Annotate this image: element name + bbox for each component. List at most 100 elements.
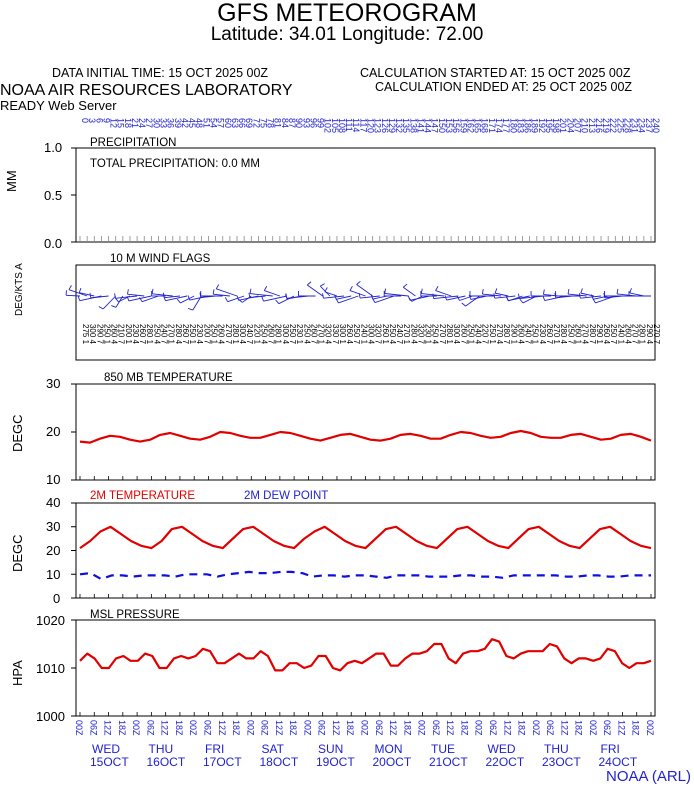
day-label-date: 19OCT <box>316 755 355 769</box>
wind-value-label: 260 4 <box>623 324 632 345</box>
hour-label-top: 84 <box>280 118 290 128</box>
hour-label-bottom: 00Z <box>645 720 655 736</box>
wind-barb <box>165 295 188 302</box>
wind-value-label: 290 7 <box>95 324 104 345</box>
hour-label-bottom: 12Z <box>103 720 113 736</box>
wind-barb-flag <box>481 289 484 295</box>
wind-value-label: 270 7 <box>438 324 447 345</box>
hour-label-top: 36 <box>166 118 176 128</box>
msl-title: MSL PRESSURE <box>90 609 180 621</box>
wind-barb-flag <box>407 295 411 301</box>
wind-barb <box>306 284 323 297</box>
wind-barb-flag <box>592 298 596 304</box>
wind-barb-flag <box>349 286 353 291</box>
wind-value-label: 250 7 <box>288 324 297 345</box>
wind-barb-flag <box>163 295 166 301</box>
wind-value-label: 240 7 <box>245 324 254 345</box>
wind-value-label: 250 1 <box>466 324 475 345</box>
wind-barb-flag <box>519 298 524 304</box>
wind-value-label: 240 7 <box>524 324 533 345</box>
hour-label-top: 12 <box>109 118 119 128</box>
wind-barb <box>402 286 416 297</box>
hour-label-top: 222 <box>608 118 618 133</box>
wind-value-label: 260 7 <box>138 324 147 345</box>
hour-label-top: 195 <box>544 118 554 133</box>
wind-barb <box>180 295 195 304</box>
wind-value-label: 200 7 <box>202 324 211 345</box>
wind-barb-flag <box>580 288 583 294</box>
wind-barb <box>263 295 288 302</box>
day-label-dow: WED <box>92 742 120 756</box>
hour-label-bottom: 18Z <box>459 720 469 736</box>
day-label-dow: THU <box>544 742 569 756</box>
wind-value-label: 260 7 <box>181 324 190 345</box>
wind-barb-flag <box>542 289 545 295</box>
wind-barb-flag <box>285 293 288 299</box>
hour-label-top: 15 <box>116 118 126 128</box>
t2m-title: 2M TEMPERATURE <box>90 490 196 502</box>
wind-barb <box>164 295 180 299</box>
hour-label-top: 189 <box>530 118 540 133</box>
wind-barb-flag <box>187 295 191 301</box>
server-name: READY Web Server <box>0 98 117 113</box>
wind-value-label: 250 4 <box>152 324 161 345</box>
wind-barb <box>227 295 245 303</box>
wind-barb-flag <box>98 306 104 310</box>
day-label-dow: FRI <box>205 742 225 756</box>
wind-value-label: 280 1 <box>145 324 154 345</box>
wind-value-label: 250 7 <box>609 324 618 345</box>
hour-label-top: 156 <box>451 118 461 133</box>
wind-barb <box>264 290 280 297</box>
wind-barb-flag <box>456 295 460 301</box>
day-label-date: 15OCT <box>90 755 129 769</box>
day-label-dow: TUE <box>431 742 455 756</box>
hour-label-top: 240 <box>651 118 661 133</box>
wind-value-label: 270 4 <box>495 324 504 345</box>
msl-series-line <box>79 638 652 672</box>
wind-value-label: 250 1 <box>102 324 111 345</box>
hour-label-top: 108 <box>337 118 347 133</box>
hour-label-top: 204 <box>565 118 575 133</box>
day-label-dow: WED <box>487 742 516 756</box>
hour-label-bottom: 06Z <box>202 720 212 736</box>
hour-label-top: 132 <box>394 118 404 133</box>
wind-barb-flag <box>187 307 193 311</box>
wind-value-label: 300 1 <box>338 324 347 345</box>
wind-barb-flag <box>468 294 472 300</box>
wind-barb <box>336 295 352 300</box>
hour-label-top: 180 <box>508 118 518 133</box>
day-label-dow: SUN <box>318 742 344 756</box>
hour-label-bottom: 12Z <box>559 720 569 736</box>
wind-value-label: 270 7 <box>224 324 233 345</box>
hour-label-bottom: 12Z <box>274 720 284 736</box>
wind-value-label: 250 1 <box>531 324 540 345</box>
hour-label-bottom: 00Z <box>474 720 484 736</box>
hour-label-top: 198 <box>551 118 561 133</box>
calc-ended: CALCULATION ENDED AT: 25 OCT 2025 00Z <box>375 80 633 94</box>
wind-barb-flag <box>263 286 268 291</box>
wind-value-label: 250 4 <box>302 324 311 345</box>
hour-label-top: 51 <box>201 118 211 128</box>
wind-barb-flag <box>111 305 117 308</box>
hour-label-top: 120 <box>366 118 376 133</box>
wind-barb <box>66 294 81 297</box>
hour-label-top: 216 <box>594 118 604 133</box>
precip-tick-bottom: 0.0 <box>44 236 63 251</box>
hour-label-bottom: 06Z <box>260 720 270 736</box>
hour-label-bottom: 18Z <box>402 720 412 736</box>
wind-barb <box>374 295 395 304</box>
hour-label-top: 42 <box>180 118 190 128</box>
hour-label-bottom: 06Z <box>545 720 555 736</box>
wind-barb-flag <box>616 288 619 294</box>
wind-value-label: 290 1 <box>595 324 604 345</box>
wind-value-label: 230 4 <box>131 324 140 345</box>
wind-barb <box>629 292 644 297</box>
wind-barb <box>141 295 159 303</box>
wind-barb-flag <box>248 292 251 298</box>
credit-label: NOAA (ARL) <box>606 768 692 785</box>
wind-barb <box>338 295 359 304</box>
wind-barb-flag <box>567 289 570 295</box>
wind-barb-flag <box>518 293 520 299</box>
wind-value-label: 210 7 <box>117 324 126 345</box>
